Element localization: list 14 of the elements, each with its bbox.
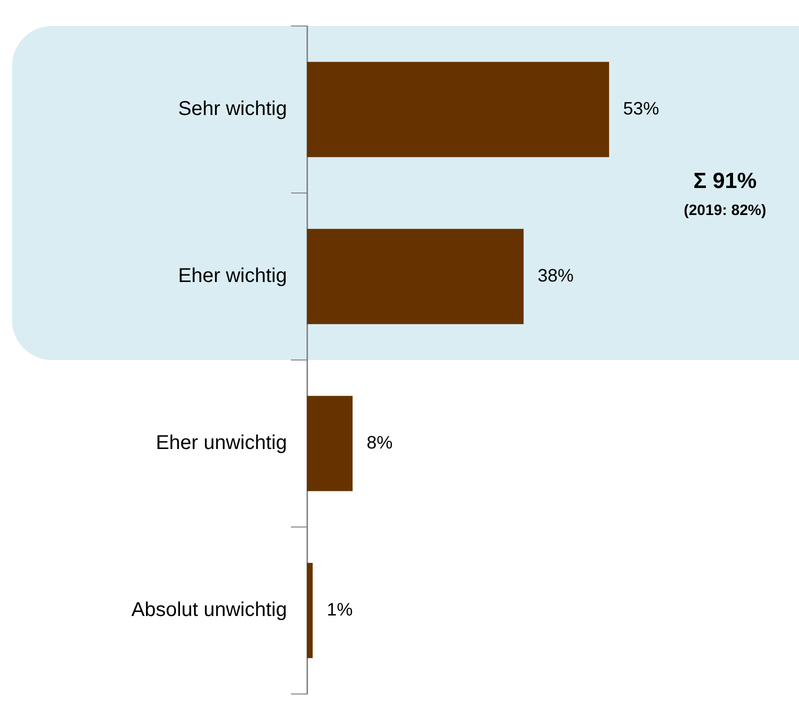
data-label: 8%: [366, 432, 393, 452]
y-tick-label: Sehr wichtig: [178, 98, 287, 120]
text: Σ 91%: [692, 168, 758, 194]
bar: [307, 62, 610, 158]
y-tick-label: Absolut unwichtig: [131, 599, 287, 622]
y-tick-label: Eher wichtig: [178, 265, 287, 288]
y-tick-label: Eher unwichtig: [156, 432, 287, 454]
bar: [307, 562, 313, 658]
bar: [307, 228, 524, 324]
bar: [307, 396, 353, 492]
data-label: 1%: [326, 599, 353, 620]
data-label: 38%: [538, 265, 574, 286]
text: (2019: 82%): [682, 202, 768, 219]
data-label: 53%: [623, 98, 660, 118]
